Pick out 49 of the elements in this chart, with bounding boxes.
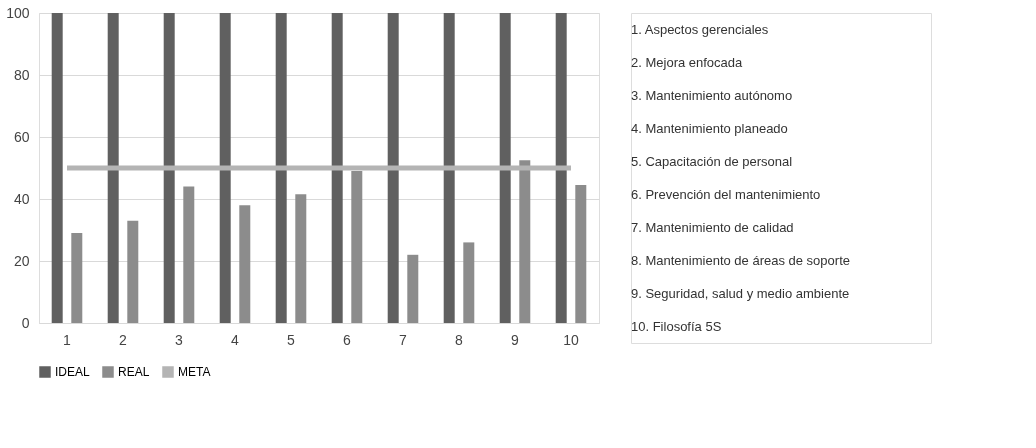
bar <box>463 242 475 323</box>
x-tick-label: 10 <box>563 331 579 348</box>
legend-label: IDEAL <box>55 365 91 379</box>
text: 7. Mantenimiento de calidad <box>631 219 794 235</box>
bar <box>295 194 307 323</box>
text: 9. Seguridad, salud y medio ambiente <box>631 285 850 301</box>
text: 8. Mantenimiento de áreas de soporte <box>631 252 850 268</box>
bar <box>71 233 83 323</box>
text: 2. Mejora enfocada <box>631 54 744 70</box>
bar <box>219 13 231 323</box>
x-tick-label: 5 <box>287 331 296 348</box>
x-tick-label: 1 <box>63 331 72 348</box>
bar <box>519 160 531 323</box>
x-tick-label: 3 <box>175 331 184 348</box>
bar <box>499 13 511 323</box>
bar <box>575 185 587 323</box>
text: 10. Filosofía 5S <box>631 318 722 334</box>
bar <box>387 13 399 323</box>
bar <box>331 13 343 323</box>
text: 5. Capacitación de personal <box>631 153 793 169</box>
bar <box>183 186 195 323</box>
bar <box>351 171 363 323</box>
legend-label: REAL <box>118 365 150 379</box>
text: 3. Mantenimiento autónomo <box>631 87 793 103</box>
text: 6. Prevención del mantenimiento <box>631 186 821 202</box>
bar <box>407 254 419 323</box>
text: 4. Mantenimiento planeado <box>631 120 788 136</box>
x-tick-label: 8 <box>455 331 464 348</box>
bar <box>275 13 287 323</box>
x-tick-label: 6 <box>343 331 352 348</box>
y-tick-label: 60 <box>13 128 30 145</box>
bar <box>107 13 119 323</box>
bar <box>163 13 175 323</box>
bar <box>239 205 251 323</box>
x-tick-label: 7 <box>399 331 408 348</box>
legend-label: META <box>178 365 211 379</box>
x-tick-label: 2 <box>119 331 128 348</box>
text: 1. Aspectos gerenciales <box>631 21 769 37</box>
y-tick-label: 20 <box>13 252 30 269</box>
y-tick-label: 100 <box>6 4 30 21</box>
x-tick-label: 4 <box>231 331 240 348</box>
x-tick-label: 9 <box>511 331 520 348</box>
y-tick-label: 80 <box>13 66 30 83</box>
bar <box>51 13 63 323</box>
y-tick-label: 40 <box>13 190 30 207</box>
y-tick-label: 0 <box>21 314 30 331</box>
bar <box>127 220 139 323</box>
bar <box>555 13 567 323</box>
bar <box>443 13 455 323</box>
